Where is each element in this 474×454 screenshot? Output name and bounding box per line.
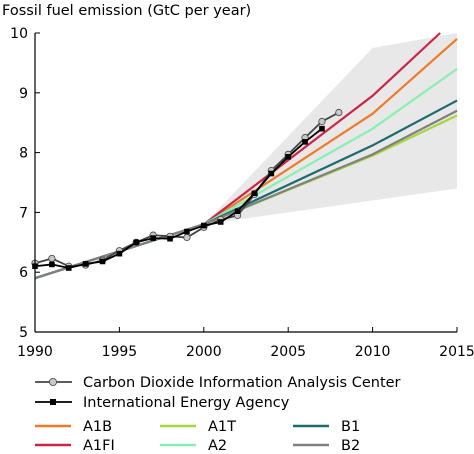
legend-label: B1 <box>341 419 360 435</box>
data-point-international-energy-agency <box>234 208 241 215</box>
data-point-international-energy-agency <box>150 235 156 241</box>
data-point-international-energy-agency <box>184 228 190 235</box>
data-point-international-energy-agency <box>82 261 89 267</box>
legend-item-b1: B1 <box>293 419 360 435</box>
legend-label: International Energy Agency <box>83 395 290 411</box>
data-point-carbon-dioxide-information-analysis-center <box>183 233 191 242</box>
x-tick-label: 2015 <box>439 344 474 360</box>
x-tick-label: 2005 <box>270 344 306 360</box>
chart-title: Fossil fuel emission (GtC per year) <box>2 3 251 19</box>
y-tick-label: 7 <box>19 205 28 221</box>
data-point-international-energy-agency <box>319 125 325 132</box>
data-point-international-energy-agency <box>201 222 207 229</box>
data-point-carbon-dioxide-information-analysis-center <box>48 254 56 263</box>
data-point-international-energy-agency <box>65 265 72 271</box>
data-point-international-energy-agency <box>251 190 258 197</box>
data-point-international-energy-agency <box>99 258 106 265</box>
legend-item-b2: B2 <box>293 438 360 454</box>
legend-marker <box>49 377 58 386</box>
legend-item-a1b: A1B <box>35 419 112 435</box>
legend-item-a2: A2 <box>160 438 227 454</box>
legend-label: A1FI <box>83 438 115 454</box>
data-point-international-energy-agency <box>268 170 275 177</box>
y-tick-label: 6 <box>19 265 28 281</box>
legend-label: Carbon Dioxide Information Analysis Cent… <box>83 375 401 391</box>
x-tick-label: 2010 <box>355 344 391 360</box>
data-point-international-energy-agency <box>167 235 173 242</box>
axes-layer: 5 6 7 8 9 10 1990 1995 2000 2005 2010 2015 <box>10 26 474 360</box>
x-tick-label: 1995 <box>102 344 138 360</box>
y-tick-label: 10 <box>10 26 28 42</box>
x-tick-label: 2000 <box>186 344 222 360</box>
legend: Carbon Dioxide Information Analysis Cent… <box>35 375 401 454</box>
data-point-international-energy-agency <box>217 219 224 225</box>
legend-item-carbon-dioxide-information-analysis-center: Carbon Dioxide Information Analysis Cent… <box>35 375 401 391</box>
legend-item-a1t: A1T <box>160 419 236 435</box>
data-point-international-energy-agency <box>285 153 291 160</box>
legend-label: A1T <box>208 419 236 435</box>
legend-label: A1B <box>83 419 112 435</box>
data-point-international-energy-agency <box>116 250 123 257</box>
data-point-international-energy-agency <box>133 239 140 246</box>
legend-label: B2 <box>341 438 360 454</box>
y-tick-label: 9 <box>19 86 28 102</box>
legend-marker <box>50 399 56 405</box>
legend-item-international-energy-agency: International Energy Agency <box>35 395 290 411</box>
data-point-carbon-dioxide-information-analysis-center <box>318 117 326 126</box>
series-line-international-energy-agency <box>34 127 323 269</box>
y-tick-label: 5 <box>19 325 28 341</box>
legend-label: A2 <box>208 438 227 454</box>
series-layer <box>31 32 458 280</box>
series-international-energy-agency <box>32 125 325 271</box>
data-point-international-energy-agency <box>49 261 55 268</box>
legend-item-a1fi: A1FI <box>35 438 115 454</box>
y-tick-label: 8 <box>19 146 28 162</box>
data-point-international-energy-agency <box>302 139 308 145</box>
x-tick-label: 1990 <box>17 344 53 360</box>
data-point-carbon-dioxide-information-analysis-center <box>335 108 343 117</box>
